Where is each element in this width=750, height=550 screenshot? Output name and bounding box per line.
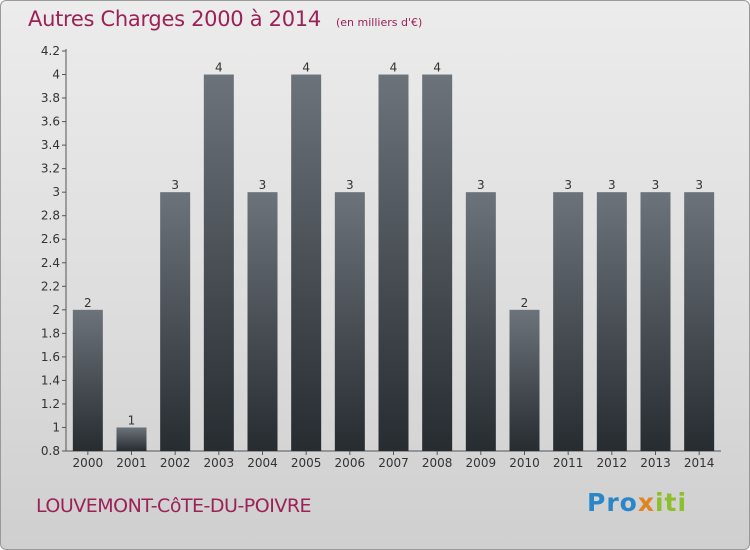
bar-2005 [291,74,322,451]
y-tick-label: 3.8 [41,91,60,105]
y-tick-label: 1.4 [41,373,60,387]
x-tick-label: 2014 [684,456,715,470]
data-label: 3 [346,178,354,192]
x-tick-label: 2002 [160,456,191,470]
y-tick-label: 0.8 [41,444,60,458]
bar-2013 [640,192,671,452]
y-tick-label: 3.4 [41,138,60,152]
x-tick-label: 2004 [247,456,278,470]
y-tick-label: 2 [52,303,60,317]
x-tick-label: 2000 [73,456,104,470]
y-tick-label: 2.6 [41,232,60,246]
bar-2002 [160,192,191,452]
x-tick-label: 2012 [597,456,628,470]
bar-2006 [334,192,365,452]
bar-2000 [72,309,103,451]
x-tick-label: 2001 [116,456,147,470]
data-label: 2 [84,296,92,310]
proxiti-logo: Proxiti [587,488,688,517]
bar-2007 [378,74,409,451]
y-tick-label: 4.2 [41,44,60,58]
data-label: 3 [171,178,179,192]
x-tick-label: 2011 [553,456,584,470]
bar-2014 [684,192,715,452]
x-tick-label: 2007 [378,456,409,470]
x-tick-label: 2006 [335,456,366,470]
bar-2009 [465,192,496,452]
data-label: 3 [564,178,572,192]
x-tick-label: 2010 [509,456,540,470]
y-tick-label: 2.8 [41,209,60,223]
bar-2010 [509,309,540,451]
y-tick-label: 3 [52,185,60,199]
data-label: 1 [128,413,136,427]
chart-title: Autres Charges 2000 à 2014 [28,7,321,31]
bar-2012 [596,192,627,452]
y-tick-label: 1 [52,420,60,434]
data-label: 3 [608,178,616,192]
data-label: 3 [695,178,703,192]
axes: 0.8 1 1.2 1.4 1.6 1.8 2 2.2 2.4 2.6 2.8 3 3.2 3.4 3.6 3… [41,44,721,470]
x-tick-label: 2005 [291,456,322,470]
bars: 2 1 3 4 3 4 3 4 4 3 2 3 3 3 3 [72,61,715,452]
y-tick-label: 2.2 [41,279,60,293]
y-tick-label: 3.2 [41,162,60,176]
x-tick-label: 2003 [204,456,235,470]
bar-2008 [422,74,453,451]
bar-2011 [553,192,584,452]
data-label: 4 [302,61,310,75]
bar-2003 [203,74,234,451]
y-tick-label: 1.8 [41,326,60,340]
x-tick-label: 2013 [640,456,671,470]
y-tick-label: 3.6 [41,115,60,129]
y-tick-label: 1.6 [41,350,60,364]
location-name: LOUVEMONT-CôTE-DU-POIVRE [36,495,312,517]
x-tick-label: 2009 [466,456,497,470]
data-label: 3 [259,178,267,192]
data-label: 2 [521,296,529,310]
x-tick-label: 2008 [422,456,453,470]
chart-unit: (en milliers d'€) [336,16,423,29]
title-row: Autres Charges 2000 à 2014 (en milliers … [28,7,422,31]
data-label: 4 [433,61,441,75]
bar-2001 [116,427,147,451]
data-label: 3 [652,178,660,192]
y-tick-label: 2.4 [41,256,60,270]
bar-2004 [247,192,278,452]
y-tick-label: 4 [52,68,60,82]
data-label: 3 [477,178,485,192]
data-label: 4 [215,61,223,75]
data-label: 4 [390,61,398,75]
y-tick-label: 1.2 [41,397,60,411]
